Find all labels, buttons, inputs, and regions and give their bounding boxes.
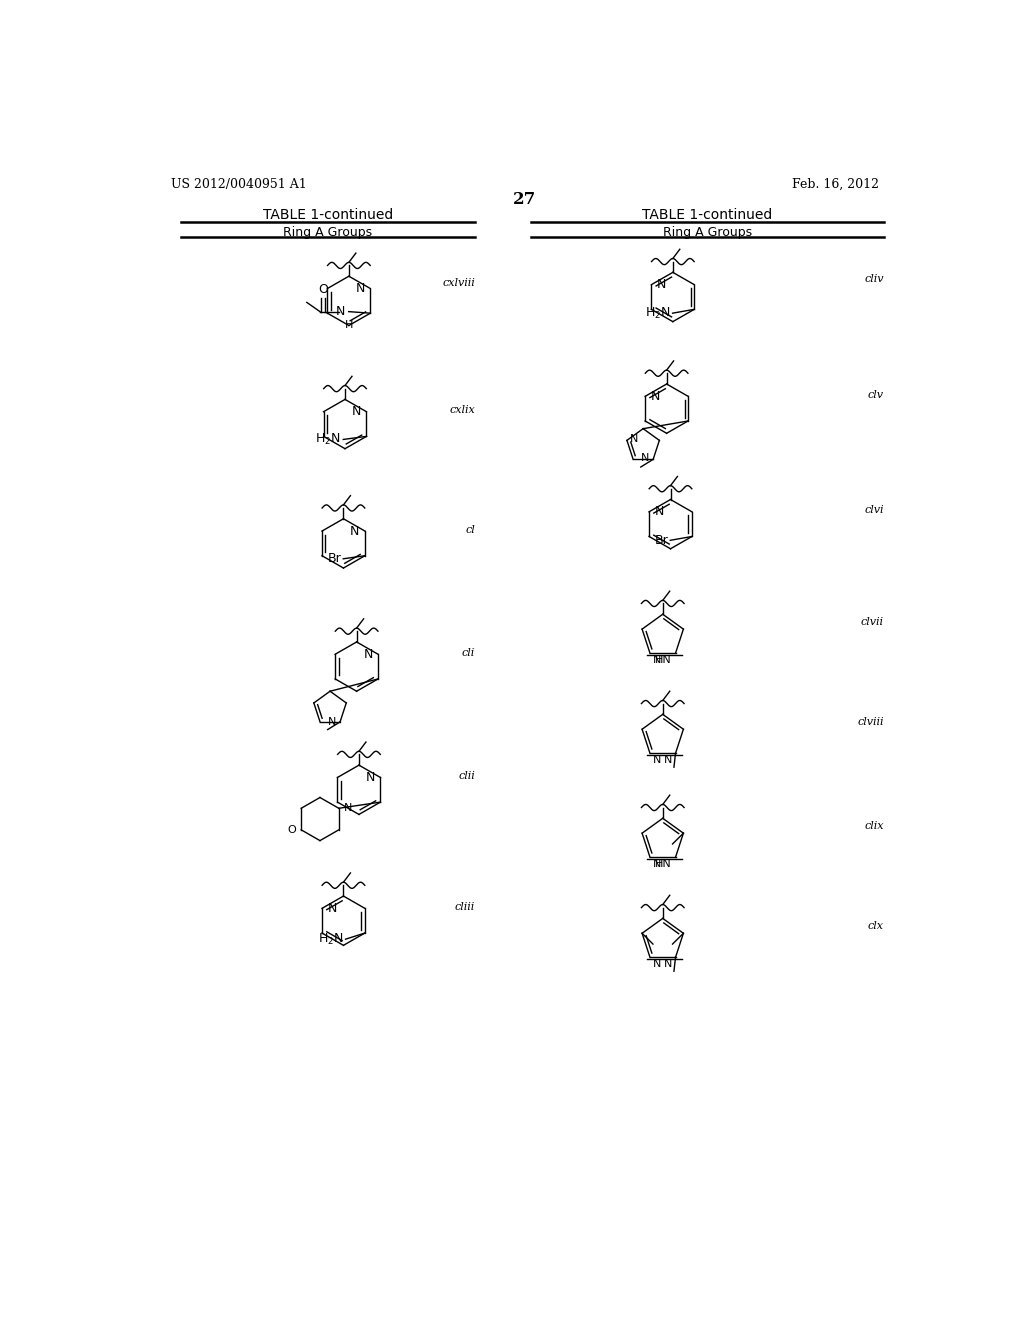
- Text: Feb. 16, 2012: Feb. 16, 2012: [792, 178, 879, 190]
- Text: Ring A Groups: Ring A Groups: [663, 226, 752, 239]
- Text: N: N: [351, 405, 361, 418]
- Text: N: N: [344, 804, 352, 813]
- Text: N: N: [653, 958, 662, 969]
- Text: N: N: [366, 771, 375, 784]
- Text: clv: clv: [867, 389, 884, 400]
- Text: N: N: [664, 958, 673, 969]
- Text: US 2012/0040951 A1: US 2012/0040951 A1: [171, 178, 306, 190]
- Text: clix: clix: [864, 821, 884, 832]
- Text: 27: 27: [513, 191, 537, 207]
- Text: cxlviii: cxlviii: [442, 279, 475, 288]
- Text: N: N: [328, 717, 336, 727]
- Text: clvii: clvii: [860, 616, 884, 627]
- Text: N: N: [653, 755, 662, 764]
- Text: Br: Br: [328, 552, 342, 565]
- Text: H$_2$N: H$_2$N: [645, 306, 671, 321]
- Text: cl: cl: [466, 524, 475, 535]
- Text: N: N: [656, 279, 667, 292]
- Text: cliv: cliv: [864, 275, 884, 284]
- Text: TABLE 1-continued: TABLE 1-continued: [263, 209, 393, 223]
- Text: N: N: [328, 902, 337, 915]
- Text: N: N: [653, 859, 662, 869]
- Text: Br: Br: [655, 533, 669, 546]
- Text: N: N: [355, 282, 365, 296]
- Text: TABLE 1-continued: TABLE 1-continued: [642, 209, 772, 223]
- Text: N: N: [630, 434, 638, 444]
- Text: O: O: [287, 825, 296, 834]
- Text: N: N: [650, 389, 659, 403]
- Text: clviii: clviii: [857, 717, 884, 727]
- Text: clx: clx: [867, 921, 884, 931]
- Text: H: H: [344, 321, 353, 330]
- Text: cliii: cliii: [455, 902, 475, 912]
- Text: cxlix: cxlix: [450, 405, 475, 416]
- Text: HN: HN: [655, 655, 672, 665]
- Text: N: N: [641, 453, 649, 463]
- Text: H$_2$N: H$_2$N: [315, 432, 341, 447]
- Text: O: O: [318, 284, 328, 296]
- Text: N: N: [336, 305, 345, 318]
- Text: Ring A Groups: Ring A Groups: [284, 226, 373, 239]
- Text: N: N: [350, 524, 359, 537]
- Text: cli: cli: [462, 648, 475, 657]
- Text: N: N: [364, 648, 373, 661]
- Text: H$_2$N: H$_2$N: [317, 932, 343, 946]
- Text: N: N: [664, 755, 673, 764]
- Text: N: N: [653, 655, 662, 665]
- Text: HN: HN: [655, 859, 672, 869]
- Text: clvi: clvi: [864, 506, 884, 515]
- Text: clii: clii: [459, 771, 475, 781]
- Text: N: N: [654, 506, 664, 519]
